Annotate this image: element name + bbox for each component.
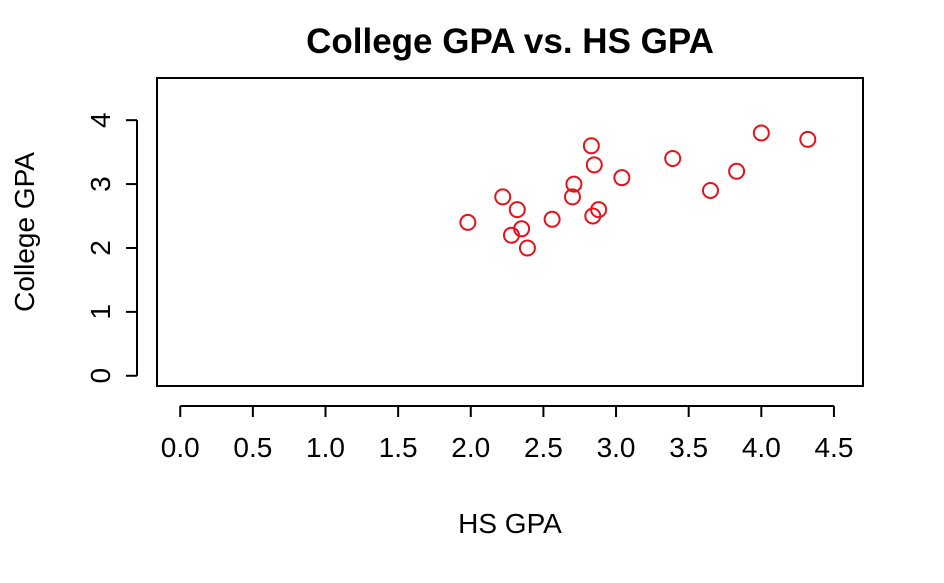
data-point: [518, 239, 536, 257]
data-point: [494, 188, 512, 206]
y-tick-label: 1: [85, 304, 116, 320]
y-axis: 0 1 2 3 4: [85, 112, 138, 384]
x-tick-label: 4.5: [814, 432, 853, 463]
data-point: [513, 220, 531, 238]
data-point: [728, 162, 746, 180]
data-point: [585, 156, 603, 174]
y-axis-label: College GPA: [9, 152, 40, 312]
y-tick-label: 4: [85, 112, 116, 128]
x-tick-label: 4.0: [742, 432, 781, 463]
data-point: [799, 130, 817, 148]
y-tick-label: 3: [85, 176, 116, 192]
x-tick-label: 0.5: [233, 432, 272, 463]
plot-area: [156, 77, 864, 387]
data-point: [590, 201, 608, 219]
x-tick-label: 1.5: [379, 432, 418, 463]
y-tick-label: 2: [85, 240, 116, 256]
x-tick-label: 1.0: [306, 432, 345, 463]
data-point: [582, 137, 600, 155]
data-point: [701, 181, 719, 199]
data-point: [563, 188, 581, 206]
data-point: [543, 210, 561, 228]
data-point: [459, 213, 477, 231]
data-point: [508, 201, 526, 219]
x-axis-label: HS GPA: [458, 508, 562, 539]
y-tick-label: 0: [85, 368, 116, 384]
x-tick-label: 0.0: [161, 432, 200, 463]
x-tick-label: 3.0: [597, 432, 636, 463]
chart-title: College GPA vs. HS GPA: [306, 22, 714, 61]
x-tick-label: 2.0: [451, 432, 490, 463]
x-tick-label: 2.5: [524, 432, 563, 463]
x-tick-label: 3.5: [669, 432, 708, 463]
data-points: [459, 124, 817, 257]
data-point: [664, 150, 682, 168]
data-point: [752, 124, 770, 142]
data-point: [613, 169, 631, 187]
x-axis: 0.0 0.5 1.0 1.5 2.0 2.5 3.0 3.5 4.0 4.5: [161, 405, 853, 463]
data-point: [565, 175, 583, 193]
data-point: [584, 207, 602, 225]
